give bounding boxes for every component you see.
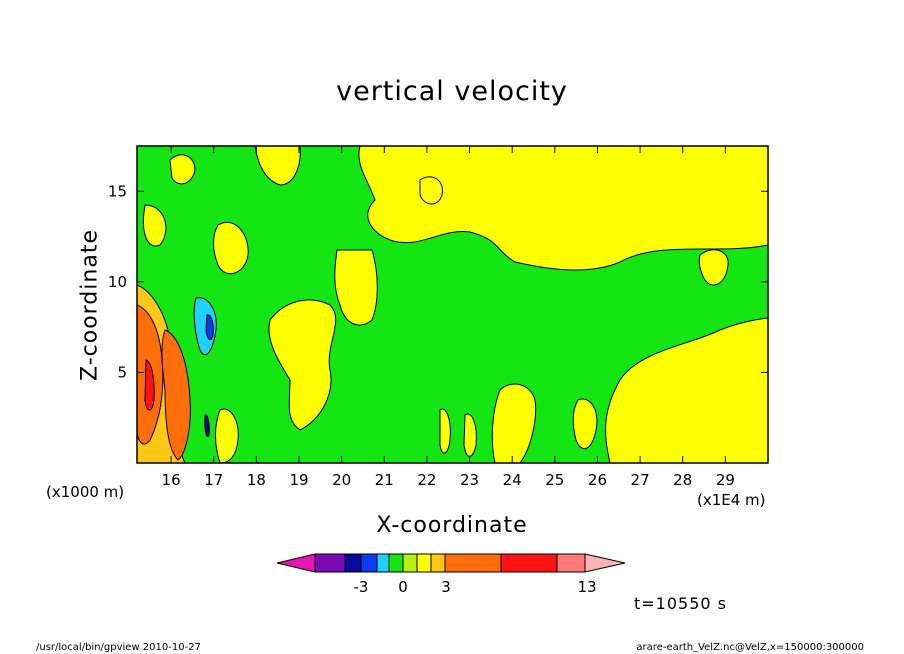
contour-region-strong: [204, 414, 210, 437]
colorbar-box: [556, 553, 586, 573]
colorbar-box: [500, 553, 558, 573]
x-tick-label: 18: [247, 471, 266, 489]
x-tick-label: 21: [375, 471, 394, 489]
x-unit-label: (x1000 m): [46, 483, 125, 501]
contour-region-positive: [491, 383, 537, 463]
contour-region-positive: [463, 413, 477, 457]
contour-region-positive: [572, 398, 598, 450]
contour-region-positive: [215, 408, 239, 463]
contour-region-strong: [161, 329, 191, 461]
plot-frame: [136, 145, 769, 464]
colorbar-label: 13: [577, 578, 596, 596]
x-tick-label: 28: [673, 471, 692, 489]
colorbar-box: [388, 553, 404, 573]
colorbar-label: 0: [398, 578, 408, 596]
x-tick-label: 26: [588, 471, 607, 489]
colorbar: -3 0 3 13: [276, 553, 626, 596]
contour-region-positive: [419, 176, 443, 205]
x-tick-label: 20: [332, 471, 351, 489]
x-tick-label: 23: [460, 471, 479, 489]
colorbar-label: 3: [441, 578, 451, 596]
contour-region-positive: [334, 249, 378, 326]
x-scale-label: (x1E4 m): [697, 491, 766, 509]
x-tick-label: 19: [289, 471, 308, 489]
y-tick-label: 5: [117, 363, 127, 381]
x-tick-label: 24: [503, 471, 522, 489]
contour-region-strong: [193, 297, 217, 356]
x-tick-label: 29: [716, 471, 735, 489]
contour-region-positive: [254, 146, 301, 186]
warm-regions: [137, 284, 217, 463]
colorbar-box: [360, 553, 378, 573]
contour-region-positive: [268, 299, 337, 431]
plot-area: [137, 146, 768, 463]
x-tick-label: 16: [162, 471, 181, 489]
x-tick-label: 25: [545, 471, 564, 489]
contour-region-positive: [698, 249, 729, 286]
colorbar-box: [376, 553, 390, 573]
y-tick-label: 10: [108, 273, 127, 291]
x-tick-label: 17: [204, 471, 223, 489]
colorbar-box: [430, 553, 446, 573]
colorbar-box: [344, 553, 362, 573]
contour-region-positive: [439, 408, 451, 454]
x-tick-label: 27: [631, 471, 650, 489]
chart-title: vertical velocity: [336, 76, 568, 107]
colorbar-underflow: [276, 553, 316, 573]
colorbar-box: [314, 553, 346, 573]
time-label: t=10550 s: [634, 594, 727, 613]
x-tick-label: 22: [417, 471, 436, 489]
colorbar-box: [402, 553, 418, 573]
footer-left: /usr/local/bin/gpview 2010-10-27: [36, 642, 201, 653]
colorbar-label: -3: [354, 578, 369, 596]
colorbar-overflow: [584, 553, 626, 573]
x-axis: 16 17 18 19 20 21 22 23 24 25 26 27 28 29: [162, 146, 735, 489]
contour-region-strong: [205, 314, 214, 341]
contour-region-positive: [213, 221, 249, 275]
x-axis-label: X-coordinate: [376, 513, 528, 538]
contour-region-positive: [169, 154, 196, 185]
y-axis-label: Z-coordinate: [77, 229, 103, 381]
contour-region-positive: [143, 204, 167, 247]
colorbar-box: [416, 553, 432, 573]
contour-region-positive: [605, 317, 768, 463]
y-axis: 5 10 15: [108, 182, 768, 381]
footer-right: arare-earth_VelZ.nc@VelZ,x=150000:300000: [636, 642, 864, 653]
y-tick-label: 15: [108, 182, 127, 200]
contour-region-strong: [144, 359, 155, 411]
colorbar-box: [444, 553, 502, 573]
contour-region-positive: [358, 146, 768, 271]
